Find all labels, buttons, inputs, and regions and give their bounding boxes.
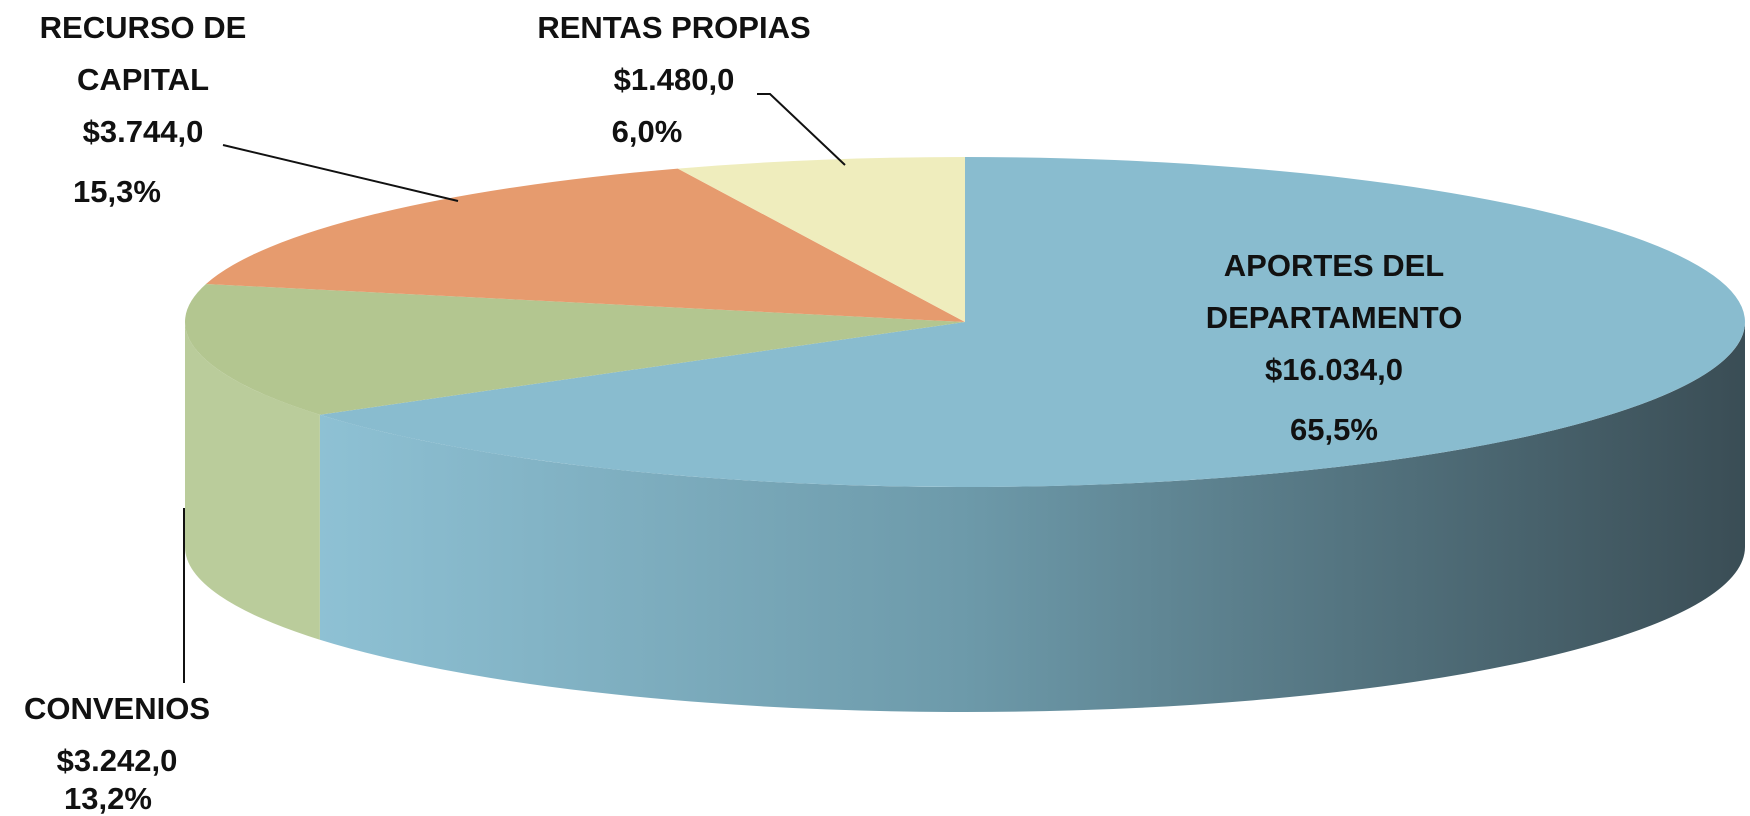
leader-line <box>757 93 846 166</box>
amount-label: $3.744,0 <box>83 114 204 149</box>
amount-label: $16.034,0 <box>1265 352 1403 387</box>
pie <box>184 157 1745 712</box>
category-label: RECURSO DE CAPITAL <box>40 10 247 97</box>
amount-label: $3.242,0 <box>57 743 178 778</box>
slice <box>184 283 965 415</box>
percent-label: 13,2% <box>64 781 152 816</box>
slice-side <box>185 322 320 640</box>
labels: APORTES DEL DEPARTAMENTO $16.034,0 65,5% CON… <box>24 10 1462 816</box>
slice <box>677 157 965 322</box>
percent-label: 65,5% <box>1290 412 1378 447</box>
amount-label: $1.480,0 <box>614 62 735 97</box>
category-label: APORTES DEL DEPARTAMENTO <box>1206 248 1463 335</box>
leader-line <box>222 144 459 202</box>
slice <box>319 157 1745 487</box>
slice-side <box>319 322 1745 712</box>
percent-label: 15,3% <box>73 174 161 209</box>
slice <box>205 168 965 322</box>
category-label: RENTAS PROPIAS <box>537 10 810 45</box>
percent-label: 6,0% <box>612 114 683 149</box>
category-label: CONVENIOS <box>24 691 210 726</box>
